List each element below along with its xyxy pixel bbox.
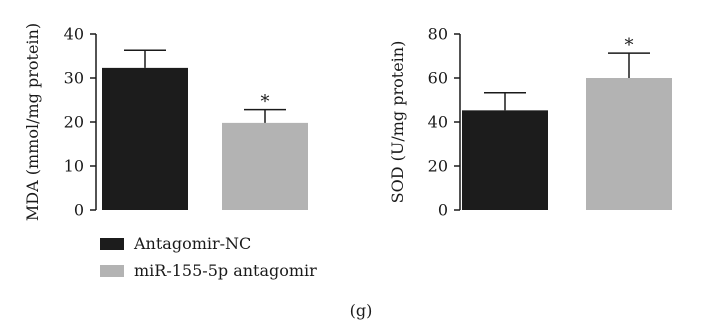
- mda-error-bar-0: [124, 49, 166, 68]
- sod-significance-1: *: [625, 35, 634, 56]
- sod-y-tick-label-1: 20: [428, 157, 448, 176]
- mda-bar-1: [222, 122, 308, 210]
- mda-y-tick-label-4: 40: [64, 25, 84, 44]
- sod-bar-0: [462, 110, 548, 210]
- mda-error-bar-1: [244, 108, 286, 123]
- legend-swatch-antagomir: [100, 265, 124, 277]
- mda-bar-0: [102, 67, 188, 210]
- mda-chart: MDA (mmol/mg protein) * 0 10 20 30 40: [23, 23, 308, 221]
- mda-y-tick-label-1: 10: [64, 157, 84, 176]
- legend-item-nc: Antagomir-NC: [100, 234, 251, 253]
- legend-label-antagomir: miR-155-5p antagomir: [134, 261, 317, 280]
- mda-y-tick-label-3: 30: [64, 69, 84, 88]
- sod-y-axis-label: SOD (U/mg protein): [388, 41, 407, 204]
- mda-y-axis-label: MDA (mmol/mg protein): [23, 23, 42, 221]
- legend: Antagomir-NC miR-155-5p antagomir: [100, 234, 317, 280]
- legend-swatch-nc: [100, 238, 124, 250]
- panel-label: (g): [350, 301, 373, 320]
- sod-bar-1: [586, 78, 672, 210]
- legend-label-nc: Antagomir-NC: [133, 234, 251, 253]
- sod-y-tick-label-0: 0: [438, 201, 448, 220]
- mda-y-tick-label-0: 0: [74, 201, 84, 220]
- sod-error-bar-1: [608, 52, 650, 78]
- mda-y-tick-label-2: 20: [64, 113, 84, 132]
- sod-y-tick-label-4: 80: [428, 25, 448, 44]
- sod-plot-area: * 0 20 40 60 80: [428, 25, 672, 220]
- sod-y-tick-label-2: 40: [428, 113, 448, 132]
- mda-significance-1: *: [261, 92, 270, 113]
- sod-error-bar-0: [484, 91, 526, 111]
- sod-chart: SOD (U/mg protein) * 0 20 40 60 80: [388, 25, 672, 220]
- mda-plot-area: * 0 10 20 30 40: [64, 25, 308, 220]
- legend-item-antagomir: miR-155-5p antagomir: [100, 261, 317, 280]
- sod-y-tick-label-3: 60: [428, 69, 448, 88]
